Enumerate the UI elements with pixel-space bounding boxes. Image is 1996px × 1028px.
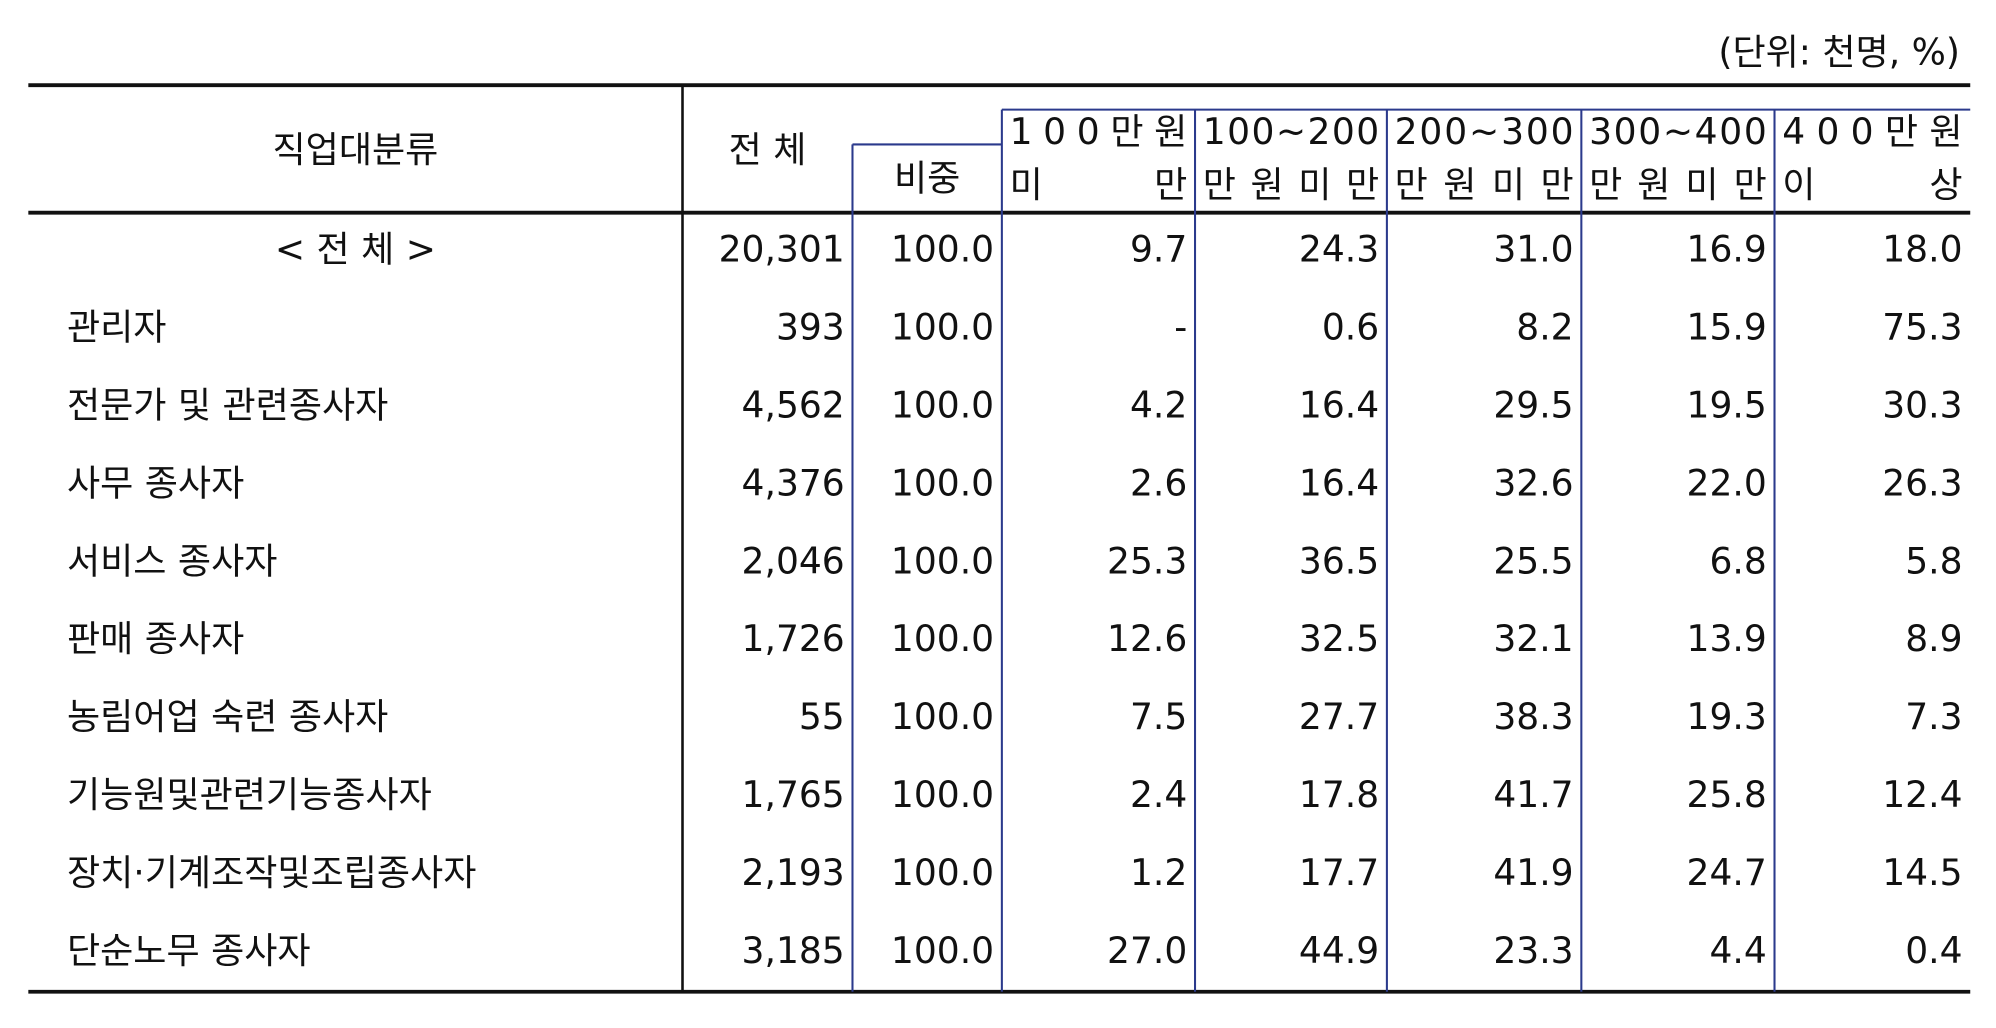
cell-value: 7.5 <box>1130 696 1187 738</box>
cell-value: 25.3 <box>1107 540 1187 582</box>
row-label: 판매 종사자 <box>67 618 244 660</box>
cell-value: 23.3 <box>1493 930 1573 972</box>
cell-value: 18.0 <box>1882 229 1962 271</box>
cell-value: 31.0 <box>1493 229 1573 271</box>
cell-value: 3,185 <box>742 930 845 972</box>
row-label: 전문가 및 관련종사자 <box>67 384 388 426</box>
cell-value: 36.5 <box>1299 540 1379 582</box>
row-label: 기능원및관련기능종사자 <box>67 774 432 816</box>
cell-value: 26.3 <box>1882 462 1962 504</box>
cell-value: 6.8 <box>1709 540 1766 582</box>
cell-value: 1.2 <box>1130 852 1187 894</box>
cell-value: 15.9 <box>1687 307 1767 349</box>
row-label: 관리자 <box>67 307 167 349</box>
cell-value: 19.5 <box>1687 384 1767 426</box>
cell-value: 0.6 <box>1322 307 1379 349</box>
cell-value: 100.0 <box>891 540 994 582</box>
cell-value: 27.0 <box>1107 930 1187 972</box>
cell-value: 100.0 <box>891 852 994 894</box>
cell-value: 0.4 <box>1905 930 1962 972</box>
cell-value: 2,046 <box>742 540 845 582</box>
cell-value: 24.3 <box>1299 229 1379 271</box>
cell-value: 12.6 <box>1107 618 1187 660</box>
cell-value: 38.3 <box>1493 696 1573 738</box>
column-header: 전 체 <box>729 129 807 171</box>
row-label: 단순노무 종사자 <box>67 930 311 972</box>
column-header: 직업대분류 <box>273 129 439 171</box>
cell-value: 16.9 <box>1687 229 1767 271</box>
cell-value: 25.8 <box>1687 774 1767 816</box>
cell-value: 17.7 <box>1299 852 1379 894</box>
cell-value: 8.2 <box>1516 307 1573 349</box>
cell-value: 2,193 <box>742 852 845 894</box>
cell-value: 41.9 <box>1493 852 1573 894</box>
row-label: < 전 체 > <box>275 229 436 271</box>
cell-value: 19.3 <box>1687 696 1767 738</box>
unit-note: (단위: 천명, %) <box>1718 31 1960 73</box>
cell-value: 24.7 <box>1687 852 1767 894</box>
cell-value: 55 <box>799 696 845 738</box>
cell-value: 22.0 <box>1687 462 1767 504</box>
cell-value: 32.1 <box>1493 618 1573 660</box>
cell-value: 4,562 <box>742 384 845 426</box>
cell-value: 100.0 <box>891 774 994 816</box>
cell-value: 12.4 <box>1882 774 1962 816</box>
cell-value: 100.0 <box>891 930 994 972</box>
cell-value: 100.0 <box>891 307 994 349</box>
column-header: 이 상 <box>1782 164 1962 206</box>
column-header: 200~300 <box>1395 111 1574 153</box>
cell-value: 16.4 <box>1299 462 1379 504</box>
cell-value: 1,726 <box>742 618 845 660</box>
row-label: 장치·기계조작및조립종사자 <box>67 852 476 894</box>
column-header: 미 만 <box>1010 164 1188 206</box>
cell-value: 9.7 <box>1130 229 1187 271</box>
cell-value: 32.5 <box>1299 618 1379 660</box>
row-label: 서비스 종사자 <box>67 540 277 582</box>
cell-value: 27.7 <box>1299 696 1379 738</box>
cell-value: 4.4 <box>1709 930 1766 972</box>
column-header: 300~400 <box>1589 111 1767 153</box>
column-header: 100~200 <box>1203 111 1379 153</box>
cell-value: 4.2 <box>1130 384 1187 426</box>
cell-value: 4,376 <box>742 462 845 504</box>
cell-value: 100.0 <box>891 462 994 504</box>
cell-value: 25.5 <box>1493 540 1573 582</box>
cell-value: 7.3 <box>1905 696 1962 738</box>
cell-value: 100.0 <box>891 696 994 738</box>
cell-value: 29.5 <box>1493 384 1573 426</box>
row-label: 농림어업 숙련 종사자 <box>67 696 388 738</box>
cell-value: 20,301 <box>719 229 845 271</box>
cell-value: 32.6 <box>1493 462 1573 504</box>
column-header: 만원미만 <box>1589 164 1767 206</box>
cell-value: 13.9 <box>1687 618 1767 660</box>
column-header: 100만원 <box>1010 111 1188 153</box>
cell-value: 5.8 <box>1905 540 1962 582</box>
cell-value: 75.3 <box>1882 307 1962 349</box>
cell-value: 100.0 <box>891 384 994 426</box>
cell-value: 100.0 <box>891 229 994 271</box>
cell-value: - <box>1174 307 1187 349</box>
cell-value: 2.6 <box>1130 462 1187 504</box>
column-header: 비중 <box>894 157 960 199</box>
column-header: 만원미만 <box>1203 164 1379 206</box>
cell-value: 8.9 <box>1905 618 1962 660</box>
cell-value: 44.9 <box>1299 930 1379 972</box>
cell-value: 30.3 <box>1882 384 1962 426</box>
cell-value: 393 <box>776 307 845 349</box>
cell-value: 41.7 <box>1493 774 1573 816</box>
cell-value: 2.4 <box>1130 774 1187 816</box>
cell-value: 100.0 <box>891 618 994 660</box>
row-label: 사무 종사자 <box>67 462 244 504</box>
cell-value: 16.4 <box>1299 384 1379 426</box>
cell-value: 1,765 <box>742 774 845 816</box>
cell-value: 14.5 <box>1882 852 1962 894</box>
column-header: 만원미만 <box>1395 164 1574 206</box>
column-header: 400만원 <box>1782 111 1962 153</box>
cell-value: 17.8 <box>1299 774 1379 816</box>
